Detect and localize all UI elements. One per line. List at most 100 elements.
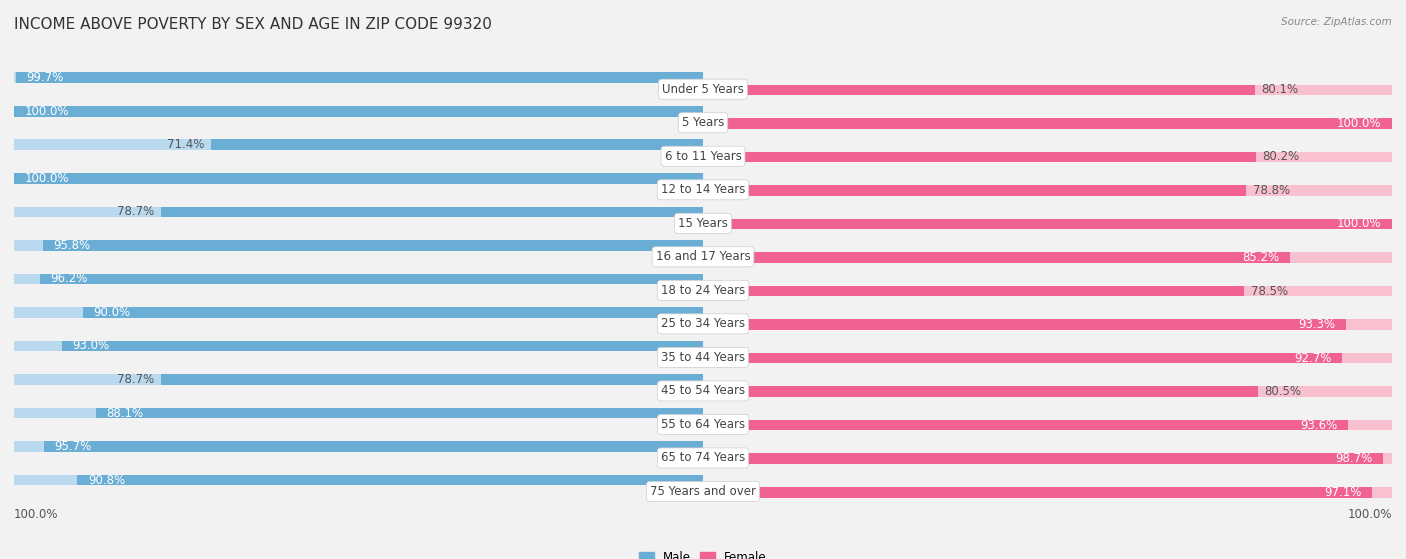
Text: 95.7%: 95.7% <box>53 440 91 453</box>
Text: 100.0%: 100.0% <box>24 172 69 185</box>
Text: 100.0%: 100.0% <box>24 105 69 118</box>
Text: 100.0%: 100.0% <box>1337 217 1382 230</box>
Bar <box>703 84 1254 95</box>
Bar <box>1244 286 1392 296</box>
Bar <box>14 374 160 385</box>
Bar <box>15 73 703 83</box>
Bar <box>14 307 83 318</box>
Text: 78.8%: 78.8% <box>1253 184 1289 197</box>
Bar <box>14 408 703 418</box>
Bar <box>14 340 703 352</box>
Text: 78.5%: 78.5% <box>1251 285 1288 297</box>
Bar <box>703 219 1392 229</box>
Text: 100.0%: 100.0% <box>14 508 59 520</box>
Bar <box>14 374 703 385</box>
Bar <box>703 151 1256 162</box>
Text: 93.3%: 93.3% <box>1298 318 1336 331</box>
Bar <box>703 453 1392 464</box>
Bar <box>14 140 211 150</box>
Text: 92.7%: 92.7% <box>1294 352 1331 364</box>
Text: 95.8%: 95.8% <box>53 239 90 252</box>
Bar <box>703 453 1384 464</box>
Bar <box>703 420 1348 430</box>
Text: 78.7%: 78.7% <box>117 373 153 386</box>
Bar <box>1372 487 1392 498</box>
Bar <box>703 151 1392 162</box>
Text: 18 to 24 Years: 18 to 24 Years <box>661 284 745 297</box>
Bar <box>14 273 703 285</box>
Legend: Male, Female: Male, Female <box>634 546 772 559</box>
Bar <box>703 252 1392 263</box>
Text: 90.8%: 90.8% <box>87 473 125 486</box>
Bar <box>703 118 1392 129</box>
Bar <box>14 441 703 452</box>
Bar <box>14 340 62 352</box>
Text: 90.0%: 90.0% <box>93 306 131 319</box>
Bar <box>14 206 703 217</box>
Text: 100.0%: 100.0% <box>1337 117 1382 130</box>
Text: 35 to 44 Years: 35 to 44 Years <box>661 351 745 364</box>
Bar <box>1256 151 1392 162</box>
Text: 65 to 74 Years: 65 to 74 Years <box>661 452 745 465</box>
Bar <box>703 353 1392 363</box>
Bar <box>703 319 1392 330</box>
Text: 93.0%: 93.0% <box>73 339 110 353</box>
Bar <box>14 240 44 251</box>
Text: 78.7%: 78.7% <box>117 205 153 219</box>
Bar <box>703 286 1244 296</box>
Bar <box>77 475 703 485</box>
Bar <box>703 118 1392 129</box>
Text: 80.5%: 80.5% <box>1264 385 1302 398</box>
Bar <box>14 173 703 184</box>
Bar <box>14 73 703 83</box>
Bar <box>83 307 703 318</box>
Bar <box>1289 252 1392 263</box>
Text: 55 to 64 Years: 55 to 64 Years <box>661 418 745 431</box>
Text: 97.1%: 97.1% <box>1324 486 1361 499</box>
Text: 85.2%: 85.2% <box>1243 251 1279 264</box>
Bar <box>44 441 703 452</box>
Bar <box>703 185 1392 196</box>
Bar <box>1257 386 1392 397</box>
Bar <box>96 408 703 418</box>
Bar <box>703 487 1392 498</box>
Text: 100.0%: 100.0% <box>1347 508 1392 520</box>
Bar <box>14 173 703 184</box>
Bar <box>703 487 1372 498</box>
Bar <box>14 106 703 117</box>
Bar <box>703 185 1246 196</box>
Bar <box>14 408 96 418</box>
Text: 25 to 34 Years: 25 to 34 Years <box>661 318 745 330</box>
Bar <box>703 386 1392 397</box>
Text: Under 5 Years: Under 5 Years <box>662 83 744 96</box>
Text: 45 to 54 Years: 45 to 54 Years <box>661 385 745 397</box>
Bar <box>14 273 41 285</box>
Bar <box>703 319 1346 330</box>
Bar <box>44 240 703 251</box>
Text: 15 Years: 15 Years <box>678 217 728 230</box>
Text: 80.1%: 80.1% <box>1261 83 1299 96</box>
Bar <box>62 340 703 352</box>
Text: 98.7%: 98.7% <box>1336 452 1372 465</box>
Bar <box>14 140 703 150</box>
Bar <box>1246 185 1392 196</box>
Bar <box>703 386 1257 397</box>
Bar <box>14 475 77 485</box>
Text: 12 to 14 Years: 12 to 14 Years <box>661 183 745 196</box>
Text: 88.1%: 88.1% <box>107 406 143 420</box>
Bar <box>703 252 1289 263</box>
Bar <box>703 420 1392 430</box>
Text: Source: ZipAtlas.com: Source: ZipAtlas.com <box>1281 17 1392 27</box>
Bar <box>211 140 703 150</box>
Text: 5 Years: 5 Years <box>682 116 724 129</box>
Bar <box>703 219 1392 229</box>
Text: 16 and 17 Years: 16 and 17 Years <box>655 250 751 263</box>
Bar <box>703 286 1392 296</box>
Text: 71.4%: 71.4% <box>167 138 204 151</box>
Bar <box>1346 319 1392 330</box>
Bar <box>160 374 703 385</box>
Bar <box>703 84 1392 95</box>
Text: 99.7%: 99.7% <box>27 72 63 84</box>
Bar <box>14 475 703 485</box>
Bar <box>160 206 703 217</box>
